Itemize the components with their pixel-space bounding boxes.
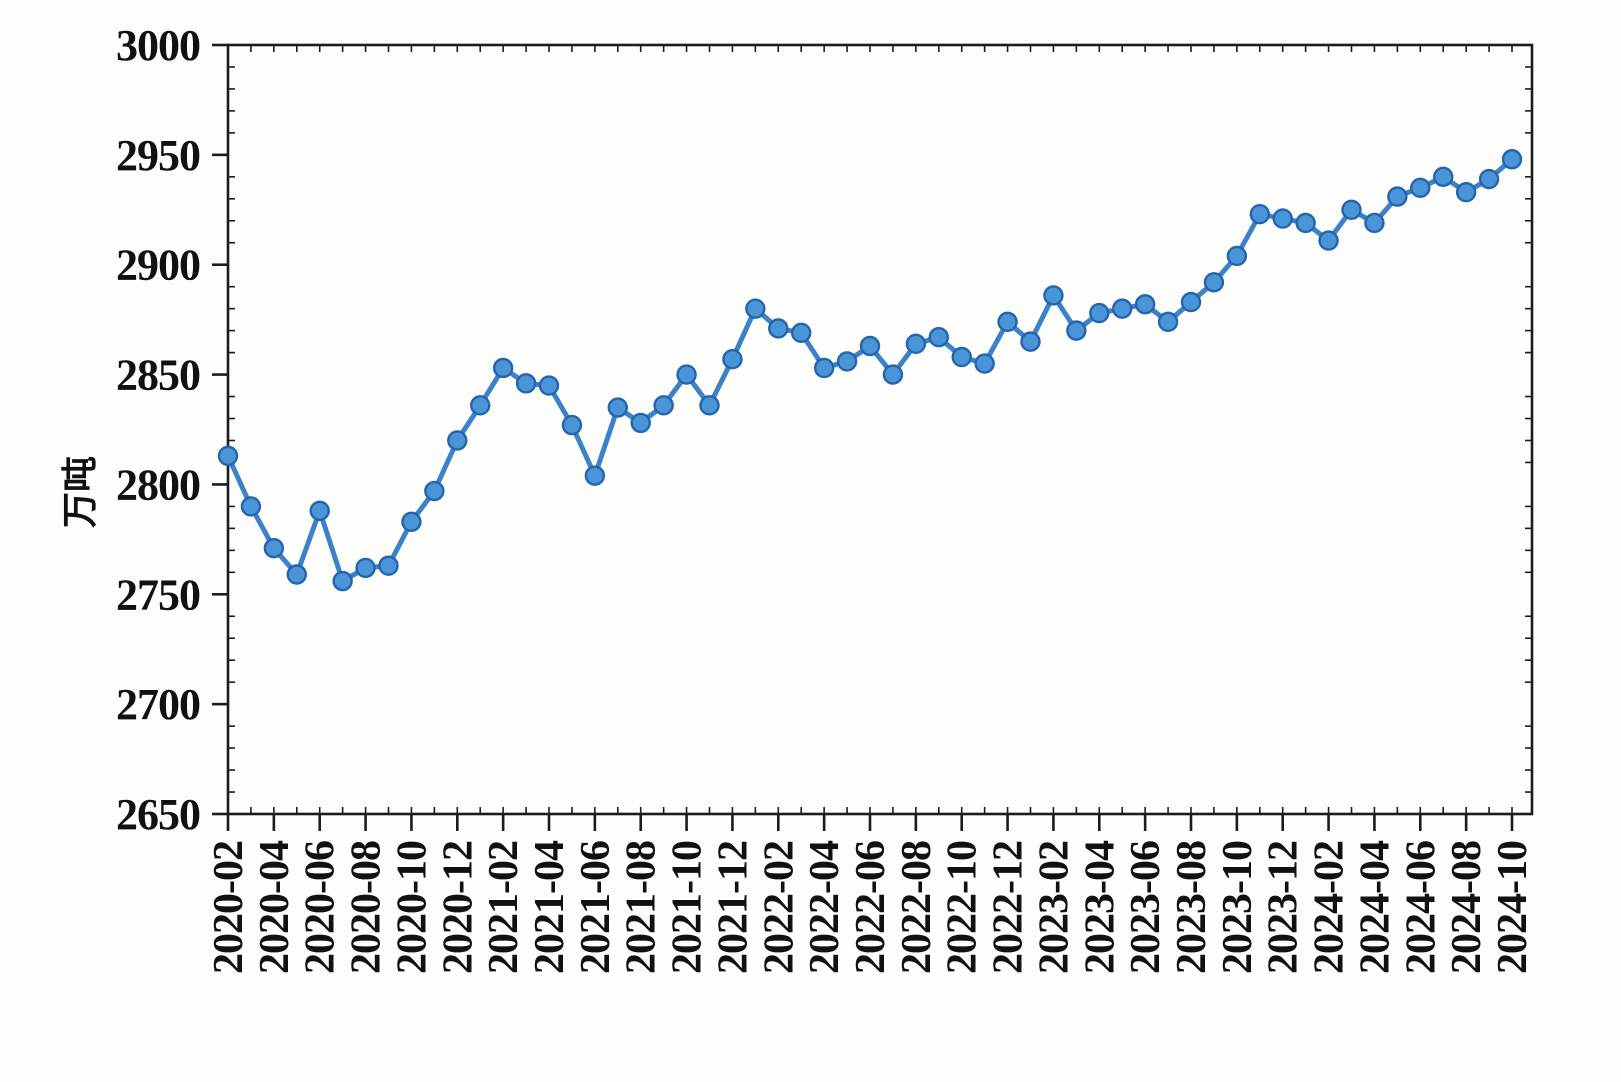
x-tick-label: 2021-08 [619, 841, 665, 974]
data-point [905, 333, 927, 355]
data-point [676, 364, 697, 385]
x-tick-label: 2024-08 [1444, 841, 1490, 974]
data-point [1387, 186, 1408, 207]
x-tick-label: 2022-12 [986, 841, 1032, 974]
data-point [928, 327, 949, 348]
x-tick-label: 2021-02 [481, 841, 527, 974]
x-tick-label: 2024-06 [1398, 841, 1444, 974]
data-point [1364, 212, 1385, 234]
y-tick-label: 2800 [116, 460, 200, 509]
data-point [217, 445, 239, 467]
x-tick-label: 2020-12 [435, 841, 481, 974]
data-point [424, 480, 445, 502]
data-point [836, 351, 858, 372]
data-point [1043, 285, 1064, 306]
data-point [1134, 294, 1156, 315]
x-tick-label: 2021-12 [710, 841, 756, 974]
x-tick-label: 2020-08 [344, 841, 390, 974]
x-tick-label: 2024-02 [1307, 841, 1353, 974]
y-tick-label: 2750 [116, 570, 200, 619]
y-tick-label: 2850 [116, 351, 200, 400]
data-point [584, 465, 606, 486]
data-point [492, 357, 514, 379]
data-point [538, 375, 560, 396]
data-point [309, 500, 330, 521]
data-point [263, 537, 285, 559]
data-point [1157, 311, 1179, 333]
y-tick-label: 2900 [116, 241, 200, 290]
data-point [401, 511, 422, 532]
data-point [1295, 212, 1316, 234]
data-point [1501, 149, 1523, 170]
data-point [1341, 199, 1362, 220]
x-tick-label: 2022-02 [756, 841, 802, 974]
y-tick-label: 3000 [116, 21, 200, 70]
data-point [332, 570, 353, 592]
x-tick-label: 2024-04 [1352, 840, 1398, 974]
x-tick-label: 2023-06 [1123, 841, 1169, 974]
x-tick-label: 2023-04 [1077, 840, 1123, 974]
data-point [1020, 331, 1041, 352]
x-tick-label: 2023-12 [1261, 841, 1307, 974]
data-point [1112, 298, 1133, 319]
data-point [951, 346, 972, 368]
x-tick-label: 2020-10 [389, 841, 435, 974]
data-point [378, 555, 399, 576]
data-point [515, 373, 537, 394]
data-point [447, 430, 468, 451]
x-tick-label: 2022-04 [802, 840, 848, 974]
data-point [470, 395, 491, 416]
y-axis-title: 万吨 [60, 456, 101, 528]
data-point [974, 353, 995, 374]
x-tick-label: 2021-04 [527, 840, 573, 974]
data-point [722, 348, 743, 370]
x-tick-label: 2023-02 [1031, 841, 1077, 974]
data-point [1433, 166, 1454, 188]
x-tick-label: 2020-04 [252, 840, 298, 974]
data-point [561, 414, 583, 436]
x-tick-label: 2020-02 [206, 841, 252, 974]
data-point [1066, 320, 1087, 341]
data-point [1272, 208, 1293, 229]
data-point [791, 322, 812, 344]
x-tick-label: 2021-10 [665, 841, 711, 974]
data-point [607, 397, 628, 418]
plot-frame [226, 43, 1534, 816]
data-point [745, 298, 766, 319]
data-point [240, 496, 262, 517]
x-tick-label: 2021-06 [573, 841, 619, 974]
data-point [1455, 182, 1477, 203]
x-tick-label: 2022-06 [848, 841, 894, 974]
y-tick-label: 2950 [116, 131, 200, 180]
x-tick-label: 2020-06 [298, 841, 344, 974]
x-tick-label: 2023-08 [1169, 841, 1215, 974]
data-point [1249, 203, 1270, 225]
data-point [1180, 291, 1202, 313]
data-point [355, 557, 376, 579]
data-point [1478, 168, 1500, 190]
data-point [699, 395, 720, 416]
data-point [859, 335, 881, 357]
data-point [1089, 302, 1110, 324]
data-point [1226, 245, 1248, 267]
y-tick-label: 2650 [116, 790, 200, 839]
data-point [813, 357, 835, 379]
x-tick-label: 2024-10 [1490, 841, 1536, 974]
y-tick-label: 2700 [116, 680, 200, 729]
data-point [997, 311, 1018, 333]
x-tick-label: 2022-10 [940, 841, 986, 974]
data-point [630, 412, 651, 434]
data-point [1203, 272, 1225, 293]
x-tick-label: 2022-08 [894, 841, 940, 974]
data-point [768, 318, 789, 339]
x-tick-label: 2023-10 [1215, 841, 1261, 974]
data-point [653, 395, 674, 416]
data-point [882, 364, 904, 385]
data-point [1318, 230, 1339, 251]
data-point [286, 564, 307, 585]
data-point [1410, 177, 1431, 199]
